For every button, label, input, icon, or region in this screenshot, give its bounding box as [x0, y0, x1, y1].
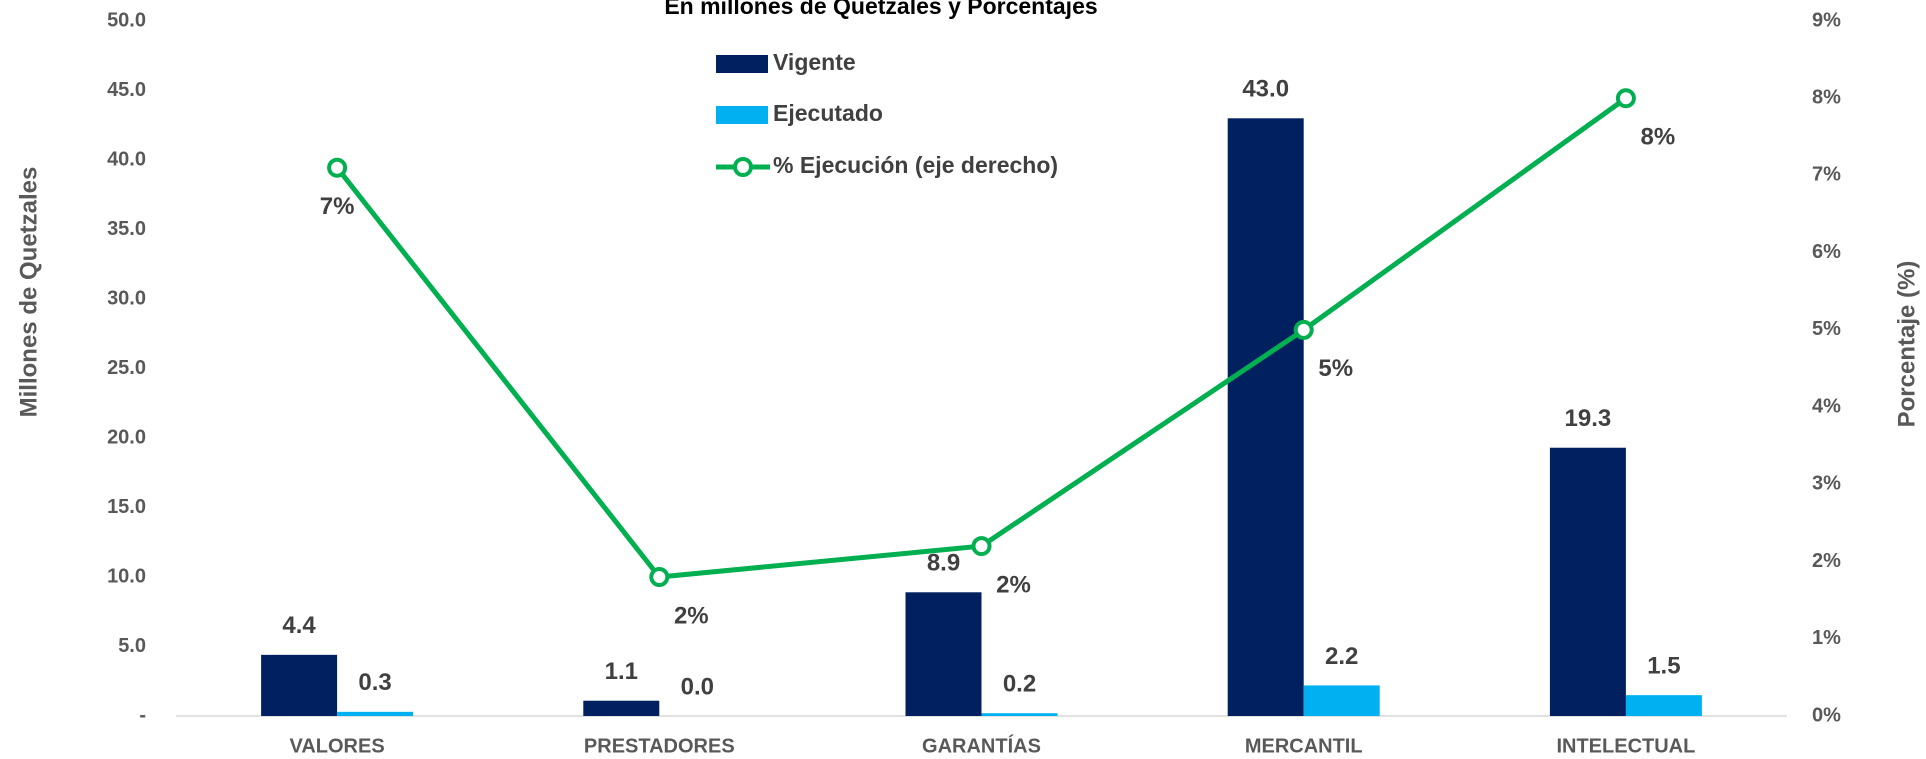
- data-label: 1.1: [605, 658, 638, 685]
- y-tick-label: 50.0: [107, 9, 146, 31]
- y-tick-label: 20.0: [107, 426, 146, 448]
- data-label: 8%: [1641, 124, 1676, 151]
- bar: [1625, 695, 1702, 716]
- bar: [261, 654, 338, 716]
- y2-axis-title: Porcentaje (%): [1893, 261, 1920, 428]
- y-tick-label: 30.0: [107, 287, 146, 309]
- bar: [1303, 685, 1380, 716]
- y2-tick-label: 7%: [1812, 164, 1841, 186]
- bar: [905, 592, 982, 716]
- bar: [981, 713, 1058, 716]
- y-tick-label: 25.0: [107, 357, 146, 379]
- data-label: 0.0: [681, 673, 714, 700]
- y-tick-label: 10.0: [107, 565, 146, 587]
- data-label: 43.0: [1242, 76, 1289, 103]
- line-marker: [1293, 319, 1314, 340]
- bar: [1549, 447, 1626, 716]
- y2-tick-label: 6%: [1812, 241, 1841, 263]
- y-axis-title: Millones de Quetzales: [15, 167, 42, 418]
- y2-tick-label: 5%: [1812, 318, 1841, 340]
- x-tick-label: INTELECTUAL: [1556, 735, 1695, 757]
- data-label: 0.3: [358, 669, 391, 696]
- line-marker: [327, 157, 348, 178]
- legend-label: Vigente: [773, 49, 856, 75]
- x-tick-label: GARANTÍAS: [922, 734, 1041, 757]
- data-label: 19.3: [1565, 405, 1612, 432]
- bar: [1227, 118, 1304, 717]
- y2-tick-label: 4%: [1812, 395, 1841, 417]
- data-label: 2%: [674, 602, 709, 629]
- line-marker: [649, 567, 670, 587]
- y-tick-label: 35.0: [107, 218, 146, 240]
- y2-tick-label: 3%: [1812, 473, 1841, 495]
- legend-label: Ejecutado: [773, 100, 883, 126]
- data-label: 1.5: [1647, 652, 1680, 679]
- x-tick-label: PRESTADORES: [584, 735, 735, 757]
- data-label: 4.4: [282, 612, 316, 639]
- y-tick-label: 40.0: [107, 148, 146, 170]
- data-label: 5%: [1318, 355, 1353, 382]
- bar: [583, 700, 660, 716]
- data-label: 8.9: [927, 550, 960, 577]
- y2-tick-label: 9%: [1812, 9, 1841, 31]
- data-label: 2%: [996, 571, 1031, 598]
- legend-label: % Ejecución (eje derecho): [773, 152, 1058, 178]
- chart-title: En millones de Quetzales y Porcentajes: [664, 0, 1097, 19]
- line-marker: [971, 536, 992, 557]
- data-label: 2.2: [1325, 643, 1358, 670]
- y2-tick-label: 1%: [1812, 627, 1841, 649]
- data-label: 7%: [320, 193, 355, 220]
- line-marker: [1615, 88, 1636, 109]
- data-label: 0.2: [1003, 671, 1036, 698]
- y-tick-label: 5.0: [118, 635, 146, 657]
- y-tick-label: 15.0: [107, 496, 146, 518]
- legend-swatch: [716, 106, 768, 124]
- legend-swatch: [716, 55, 768, 73]
- y-tick-label: 45.0: [107, 79, 146, 101]
- x-tick-label: MERCANTIL: [1245, 735, 1363, 757]
- y-tick-label: -: [139, 704, 146, 726]
- y2-tick-label: 0%: [1812, 704, 1841, 726]
- y2-tick-label: 8%: [1812, 87, 1841, 109]
- legend-swatch: [733, 157, 753, 177]
- bar: [337, 711, 414, 716]
- x-tick-label: VALORES: [289, 735, 384, 757]
- y2-tick-label: 2%: [1812, 550, 1841, 572]
